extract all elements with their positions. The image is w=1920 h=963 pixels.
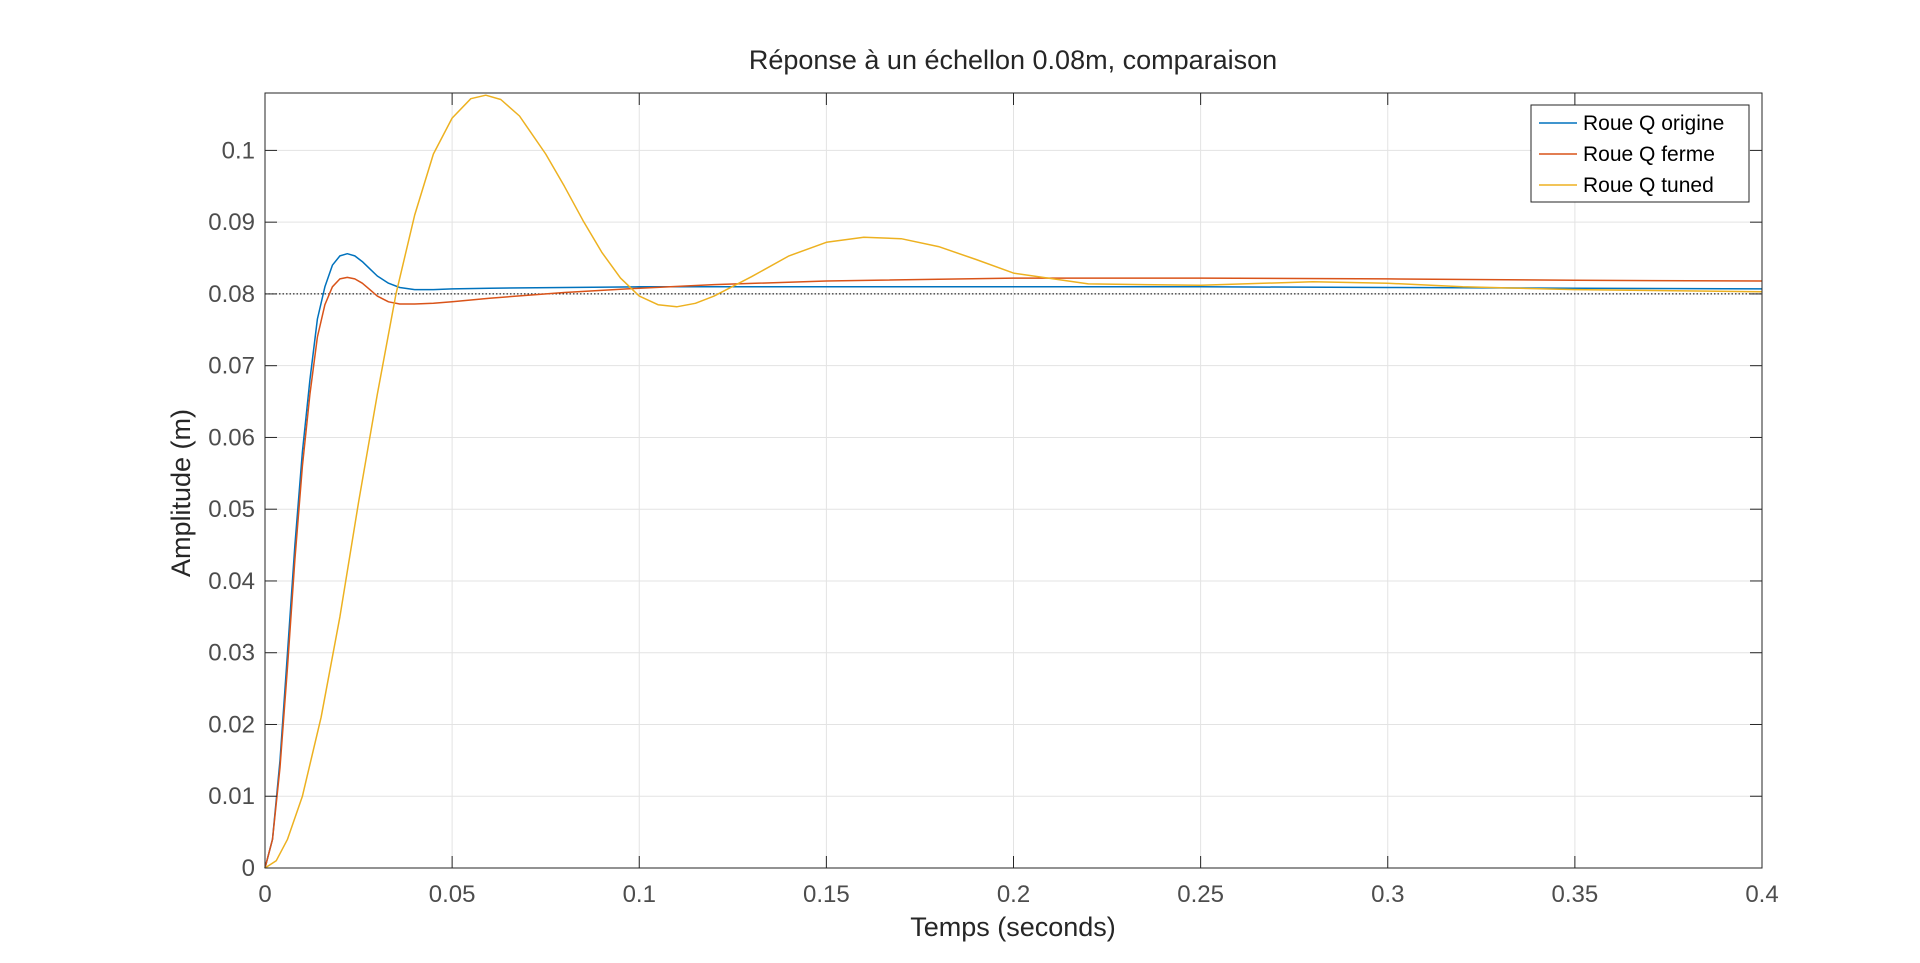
x-tick-label: 0.4 bbox=[1745, 881, 1778, 908]
y-tick-label: 0.08 bbox=[208, 281, 255, 308]
y-tick-label: 0.07 bbox=[208, 353, 255, 380]
legend-item-roue-q-ferme[interactable]: Roue Q ferme bbox=[1539, 143, 1715, 166]
legend-item-roue-q-origine[interactable]: Roue Q origine bbox=[1539, 112, 1724, 135]
legend-label: Roue Q origine bbox=[1583, 112, 1724, 135]
x-tick-label: 0 bbox=[258, 881, 271, 908]
tick-labels: 0 0.05 0.1 0.15 0.2 0.25 0.3 0.35 0.4 0 0.01 0.02 0.… bbox=[208, 137, 1778, 908]
x-tick-label: 0.05 bbox=[429, 881, 476, 908]
x-tick-label: 0.1 bbox=[623, 881, 656, 908]
ticks bbox=[264, 93, 1763, 869]
y-tick-label: 0.1 bbox=[222, 137, 255, 164]
series-line-roue-q-ferme bbox=[264, 276, 1763, 869]
legend-label: Roue Q tuned bbox=[1583, 174, 1714, 197]
x-tick-label: 0.3 bbox=[1371, 881, 1404, 908]
y-tick-label: 0.06 bbox=[208, 424, 255, 451]
x-tick-label: 0.2 bbox=[997, 881, 1030, 908]
y-tick-label: 0.04 bbox=[208, 568, 255, 595]
series-line-roue-q-tuned bbox=[264, 94, 1763, 869]
y-tick-label: 0 bbox=[242, 855, 255, 882]
y-tick-label: 0.03 bbox=[208, 640, 255, 667]
grid bbox=[264, 93, 1763, 869]
legend-label: Roue Q ferme bbox=[1583, 143, 1715, 166]
x-axis-label: Temps (seconds) bbox=[910, 912, 1116, 942]
legend-item-roue-q-tuned[interactable]: Roue Q tuned bbox=[1539, 174, 1714, 197]
series-layer bbox=[264, 94, 1763, 869]
x-tick-label: 0.25 bbox=[1177, 881, 1224, 908]
x-tick-label: 0.15 bbox=[803, 881, 850, 908]
y-tick-label: 0.02 bbox=[208, 711, 255, 738]
y-axis-label: Amplitude (m) bbox=[166, 409, 196, 577]
series-line-roue-q-origine bbox=[264, 252, 1763, 869]
x-tick-label: 0.35 bbox=[1552, 881, 1599, 908]
chart-title: Réponse à un échellon 0.08m, comparaison bbox=[749, 45, 1277, 75]
legend[interactable]: Roue Q origine Roue Q ferme Roue Q tuned bbox=[1530, 104, 1750, 203]
y-tick-label: 0.09 bbox=[208, 209, 255, 236]
y-tick-label: 0.01 bbox=[208, 783, 255, 810]
y-tick-label: 0.05 bbox=[208, 496, 255, 523]
